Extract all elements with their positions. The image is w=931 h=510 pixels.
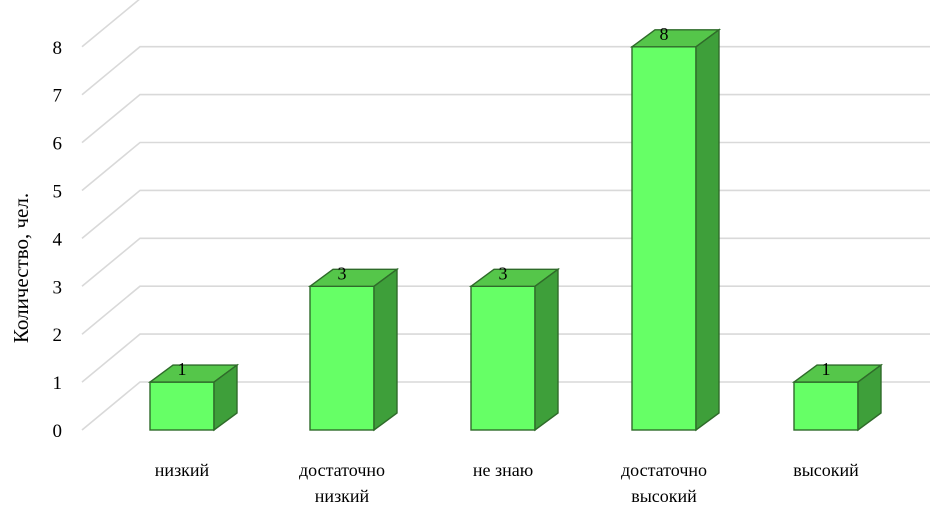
bar-side (213, 363, 238, 432)
y-tick-label: 8 (53, 38, 63, 59)
y-tick-label: 4 (53, 229, 63, 250)
data-label: 1 (178, 359, 187, 379)
y-tick-label: 6 (53, 134, 63, 155)
gridline (81, 93, 930, 144)
data-label: 8 (660, 24, 669, 44)
y-tick-label: 5 (53, 182, 63, 203)
y-axis-label: Количество, чел. (9, 193, 33, 343)
y-tick-label: 0 (53, 421, 63, 442)
bar (791, 363, 884, 432)
gridline (81, 141, 930, 192)
y-tick-label: 1 (53, 373, 63, 394)
x-axis-categories: низкий достаточно низкий не знаю достаточно в… (155, 460, 859, 506)
bar-side (373, 267, 398, 432)
bar (629, 28, 722, 432)
x-category-label: не знаю (473, 460, 533, 480)
gridline (81, 0, 140, 48)
bar (147, 363, 240, 432)
bar-side (695, 28, 720, 432)
data-labels: 1 3 3 8 1 (178, 24, 831, 379)
data-label: 1 (822, 359, 831, 379)
gridline (81, 189, 930, 240)
data-label: 3 (338, 263, 347, 283)
x-category-label: достаточно низкий (299, 460, 385, 506)
bar (307, 267, 400, 432)
gridlines (81, 0, 930, 431)
y-tick-label: 2 (53, 325, 63, 346)
bar-front (149, 381, 215, 431)
x-category-label: достаточно высокий (621, 460, 707, 506)
bar-front (309, 285, 375, 431)
bar-side (857, 363, 882, 432)
y-tick-label: 7 (53, 86, 63, 107)
x-category-label: низкий (155, 460, 210, 480)
bar (468, 267, 561, 432)
x-category-label: высокий (793, 460, 859, 480)
data-label: 3 (499, 263, 508, 283)
bar-front (793, 381, 859, 431)
bars (147, 28, 884, 432)
bar-side (534, 267, 559, 432)
y-tick-label: 3 (53, 277, 63, 298)
bar-front (631, 46, 697, 431)
bar-front (470, 285, 536, 431)
y-axis-ticks: 0 1 2 3 4 5 6 7 8 (53, 38, 63, 442)
gridline (81, 45, 930, 96)
